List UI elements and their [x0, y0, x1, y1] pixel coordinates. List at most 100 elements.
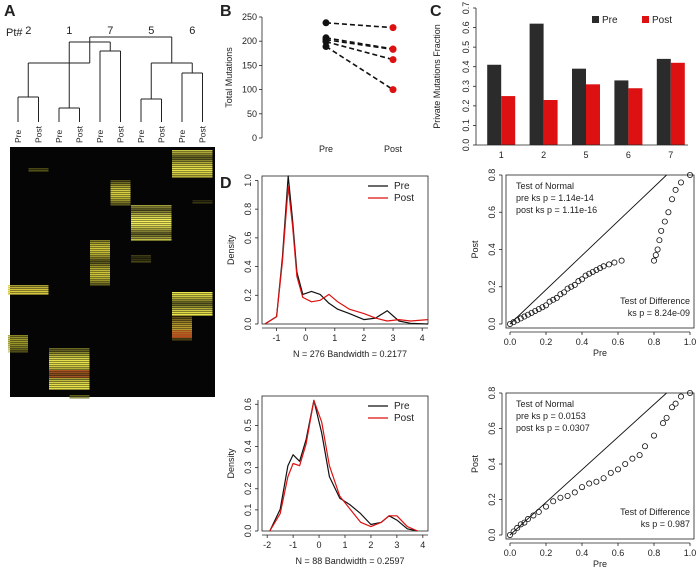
heatmap-row — [172, 329, 192, 331]
heatmap-row — [172, 310, 213, 312]
qq-point — [521, 313, 528, 320]
density-curve-pre — [269, 399, 418, 532]
y-tick-label: 0.1 — [461, 119, 471, 132]
heatmap-row — [49, 360, 90, 362]
x-axis-title: Pre — [593, 348, 607, 358]
column-label: Pre — [136, 130, 146, 144]
heatmap-row — [110, 184, 131, 186]
plot-frame — [505, 174, 695, 329]
heatmap-row — [131, 209, 172, 211]
legend-swatch — [592, 16, 599, 23]
patient-label: 5 — [148, 25, 154, 37]
heatmap-row — [28, 168, 49, 170]
x-tick-label: 2 — [368, 540, 373, 550]
column-label: Pre — [177, 130, 187, 144]
x-tick-label: 0.4 — [576, 548, 589, 558]
qq-point — [579, 484, 586, 491]
qq-point — [517, 315, 524, 322]
heatmap-row — [192, 200, 213, 202]
y-tick-label: 0.8 — [487, 387, 497, 400]
heatmap-row — [131, 221, 172, 223]
x-tick-label: 0 — [303, 333, 308, 343]
normal-test-post: post ks p = 0.0307 — [516, 423, 590, 433]
heatmap-row — [172, 315, 192, 317]
y-tick-label: 150 — [242, 60, 257, 70]
heatmap-row — [131, 261, 151, 263]
heatmap-row — [172, 294, 213, 296]
bar-pre — [656, 58, 671, 146]
qq-point — [600, 475, 607, 482]
x-tick-label: 0.2 — [540, 337, 553, 347]
column-label: Post — [34, 125, 44, 143]
y-axis-title: Post — [470, 454, 480, 473]
heatmap-row — [172, 330, 192, 332]
y-tick-label: 0 — [252, 133, 257, 143]
patient-label: 7 — [107, 25, 113, 37]
panel-label-b: B — [220, 3, 232, 20]
patient-label: 6 — [189, 25, 195, 37]
post-point — [389, 24, 397, 32]
heatmap-row — [8, 291, 49, 293]
y-tick-label: 0.2 — [243, 483, 253, 496]
pre-point — [322, 19, 330, 27]
qq-point — [652, 252, 659, 259]
y-tick-label: 0.6 — [461, 21, 471, 34]
panel-d-density-1: 0.0 0.2 0.4 0.6 0.8 1.0 -1 0 1 2 3 4 Density N = 276 … — [226, 174, 429, 359]
y-tick-label: 0.0 — [487, 318, 497, 331]
qq-point — [557, 494, 564, 501]
heatmap-row — [49, 348, 90, 350]
qq-point — [656, 237, 663, 244]
legend-swatch — [642, 16, 649, 23]
x-tick-label: 4 — [420, 540, 425, 550]
qq-point — [651, 432, 658, 439]
heatmap-row — [90, 268, 110, 270]
panel-label-d: D — [220, 175, 232, 192]
qq-point — [530, 512, 537, 519]
qq-point — [606, 261, 613, 268]
plot-frame — [505, 392, 695, 540]
heatmap-row — [8, 337, 28, 339]
y-tick-label: 0.4 — [243, 260, 253, 273]
qq-point — [586, 270, 593, 277]
qq-point — [561, 289, 568, 296]
y-tick-label: 0.3 — [461, 80, 471, 93]
difference-test-ks: ks p = 8.24e-09 — [628, 308, 690, 318]
y-tick-label: 0.0 — [461, 139, 471, 152]
y-axis-title: Total Mutations — [224, 47, 234, 108]
heatmap-row — [131, 225, 172, 227]
heatmap-row — [28, 170, 49, 172]
heatmap-row — [90, 260, 110, 262]
column-label: Pre — [13, 130, 23, 144]
heatmap-row — [172, 321, 192, 323]
heatmap-row — [131, 215, 172, 217]
column-label: Pre — [95, 130, 105, 144]
qq-point — [535, 508, 542, 515]
qq-point — [550, 498, 557, 505]
qq-point — [506, 532, 513, 539]
qq-point — [525, 311, 532, 318]
heatmap-row — [172, 150, 213, 152]
x-tick-label: 2 — [541, 150, 546, 160]
y-tick-label: 200 — [242, 36, 257, 46]
heatmap-row — [8, 345, 28, 347]
qq-point — [618, 257, 625, 264]
heatmap-row — [90, 246, 110, 248]
heatmap-row — [49, 386, 90, 388]
heatmap-row — [172, 302, 213, 304]
heatmap-row — [172, 162, 213, 164]
qq-point — [663, 414, 670, 421]
heatmap-row — [131, 231, 172, 233]
qq-point — [636, 452, 643, 459]
legend-label: Pre — [602, 15, 618, 26]
column-label: Post — [157, 125, 167, 143]
heatmap-row — [172, 152, 213, 154]
heatmap-row — [110, 200, 131, 202]
heatmap-row — [172, 339, 192, 341]
y-tick-label: 1.0 — [243, 174, 253, 187]
qq-point — [528, 309, 535, 316]
qq-point — [593, 478, 600, 485]
difference-test-ks: ks p = 0.987 — [641, 519, 690, 529]
heatmap-row — [172, 154, 213, 156]
patient-label: 1 — [66, 25, 72, 37]
x-tick-label: 3 — [394, 540, 399, 550]
